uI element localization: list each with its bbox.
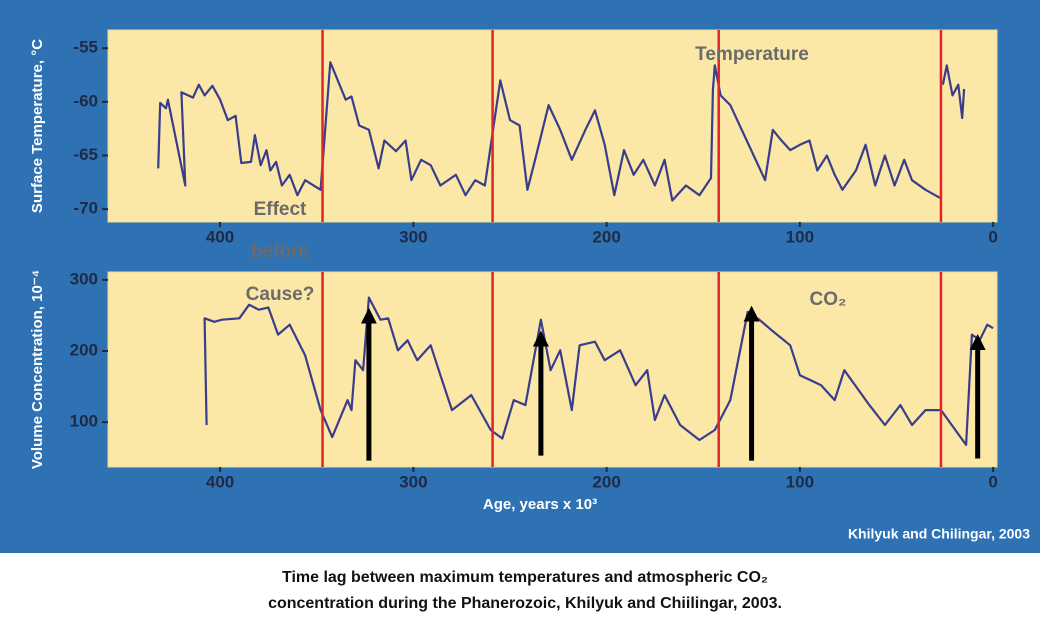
x-tick-label: 100 [786,472,814,491]
caption-line: Time lag between maximum temperatures an… [282,569,768,586]
y-tick-label: -65 [73,145,98,164]
y-tick-label: 200 [70,340,98,359]
annotation: CO₂ [810,289,847,310]
annotation: Temperature [695,44,809,65]
credit: Khilyuk and Chilingar, 2003 [848,526,1030,542]
y-tick-label: 100 [70,412,98,431]
x-tick-label: 400 [206,227,234,246]
y-tick-label: -60 [73,91,98,110]
annotation: before [251,241,309,262]
x-tick-label: 200 [592,472,620,491]
data-line [157,61,966,202]
x-tick-label: 400 [206,472,234,491]
x-tick-label: 300 [399,227,427,246]
y-axis-label: Volume Concentration, 10⁻⁴ [29,270,46,469]
annotation: Cause? [246,284,315,305]
y-axis-label: Surface Temperature, °C [29,39,46,213]
x-tick-label: 100 [786,227,814,246]
caption-line: concentration during the Phanerozoic, Kh… [268,595,782,612]
x-axis-label: Age, years x 10³ [483,496,597,513]
x-tick-label: 0 [988,472,997,491]
plot-area [107,271,998,468]
y-tick-label: 300 [70,269,98,288]
annotation: Effect [254,199,307,220]
x-tick-label: 0 [988,227,997,246]
y-tick-label: -70 [73,199,98,218]
x-tick-label: 300 [399,472,427,491]
y-tick-label: -55 [73,38,98,57]
data-line [203,296,994,446]
x-tick-label: 200 [592,227,620,246]
plot-area [107,29,998,223]
